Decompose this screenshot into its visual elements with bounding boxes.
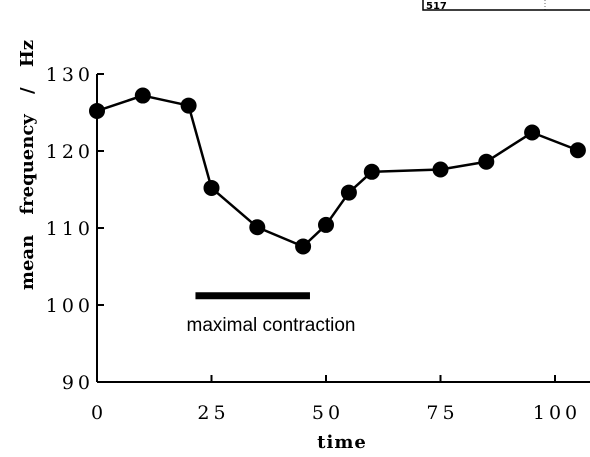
y-tick-label: 90	[62, 372, 94, 394]
x-tick-label: 100	[533, 402, 581, 424]
data-point	[478, 153, 495, 170]
series-group	[89, 87, 586, 255]
data-point	[203, 179, 220, 196]
data-point	[524, 124, 541, 141]
y-tick-label: 120	[46, 141, 94, 163]
data-point	[180, 97, 197, 114]
data-point	[363, 163, 380, 180]
y-axis-ticks: 90 100 110 120 130	[46, 64, 104, 394]
x-tick-label: 0	[91, 402, 107, 424]
x-axis-ticks: 0 25 50 75 100	[91, 375, 581, 424]
data-point	[318, 216, 334, 233]
y-tick-label: 110	[46, 218, 94, 240]
y-tick-label: 130	[46, 64, 94, 86]
x-axis-title: time	[317, 432, 367, 453]
data-point	[340, 184, 357, 201]
annotation-label: maximal contraction	[187, 315, 356, 336]
corner-label: 517	[426, 1, 447, 12]
data-point	[432, 161, 449, 178]
data-point	[89, 102, 105, 119]
data-point	[295, 238, 312, 255]
data-point	[569, 142, 586, 159]
x-tick-label: 50	[312, 402, 344, 424]
x-tick-label: 25	[197, 402, 229, 424]
y-axis-title: mean frequency / Hz	[17, 40, 38, 290]
data-point	[249, 219, 266, 236]
corner-fragment: 517	[422, 0, 590, 12]
series-line	[96, 94, 579, 248]
data-point	[134, 87, 151, 104]
x-tick-label: 75	[426, 402, 458, 424]
y-tick-label: 100	[46, 295, 94, 317]
